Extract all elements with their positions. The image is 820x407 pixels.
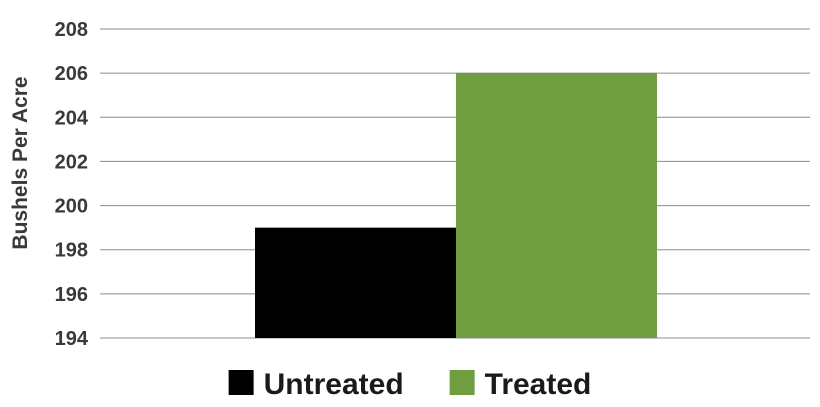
y-tick-label-200: 200 bbox=[55, 196, 88, 218]
legend-swatch-treated bbox=[449, 370, 475, 395]
y-tick-label-194: 194 bbox=[55, 328, 89, 350]
legend-swatch-untreated bbox=[228, 370, 254, 395]
y-tick-label-196: 196 bbox=[55, 284, 88, 306]
y-tick-label-206: 206 bbox=[55, 63, 88, 85]
y-axis-title: Bushels Per Acre bbox=[9, 76, 32, 249]
bar-untreated bbox=[255, 227, 456, 338]
y-tick-label-198: 198 bbox=[55, 240, 88, 262]
legend-item-treated: Treated bbox=[449, 368, 592, 401]
y-axis-ticks: 194 196 198 200 202 204 206 208 bbox=[55, 19, 89, 350]
legend-item-untreated: Untreated bbox=[228, 368, 404, 401]
bars bbox=[255, 73, 657, 339]
bar-treated bbox=[456, 73, 657, 339]
y-tick-label-208: 208 bbox=[55, 19, 88, 41]
y-tick-label-202: 202 bbox=[55, 151, 88, 173]
y-tick-label-204: 204 bbox=[55, 107, 89, 129]
legend-label-treated: Treated bbox=[485, 368, 592, 401]
legend-label-untreated: Untreated bbox=[264, 368, 404, 401]
legend: Untreated Treated bbox=[228, 368, 592, 401]
